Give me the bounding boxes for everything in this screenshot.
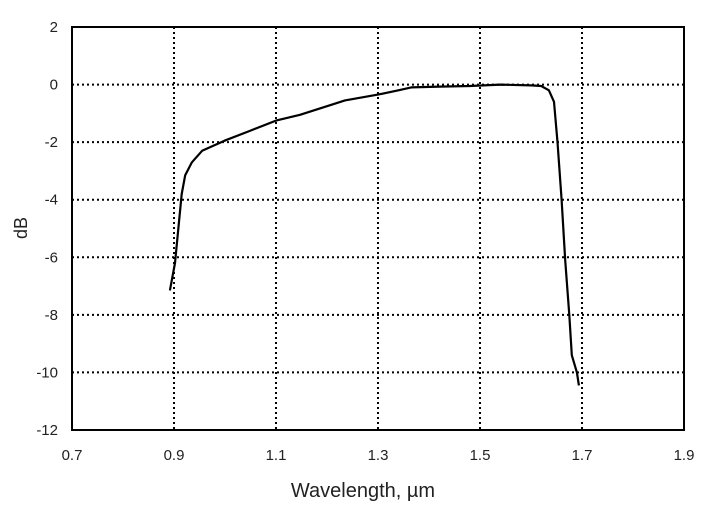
y-tick-label: -6: [45, 249, 58, 266]
x-tick-label: 0.7: [62, 447, 83, 464]
y-tick-label: -4: [45, 192, 58, 209]
x-tick-label: 1.9: [674, 447, 695, 464]
series-line: [168, 83, 580, 386]
x-tick-label: 1.1: [266, 447, 287, 464]
y-tick-label: 0: [50, 77, 58, 94]
x-tick-label: 1.3: [368, 447, 389, 464]
x-tick-label: 1.7: [572, 447, 593, 464]
x-tick-labels: 0.7 0.9 1.1 1.3 1.5 1.7 1.9: [62, 447, 695, 464]
y-tick-label: -10: [36, 364, 58, 381]
x-axis-label: Wavelength, µm: [291, 480, 435, 502]
y-tick-label: -8: [45, 307, 58, 324]
x-tick-label: 0.9: [164, 447, 185, 464]
y-axis-label: dB: [11, 217, 31, 239]
y-tick-label: -12: [36, 422, 58, 439]
x-tick-label: 1.5: [470, 447, 491, 464]
plot-frame: [71, 26, 685, 431]
y-tick-labels: 2 0 -2 -4 -6 -8 -10 -12: [36, 19, 58, 439]
y-tick-label: 2: [50, 19, 58, 36]
grid: [72, 27, 684, 430]
y-tick-label: -2: [45, 134, 58, 151]
